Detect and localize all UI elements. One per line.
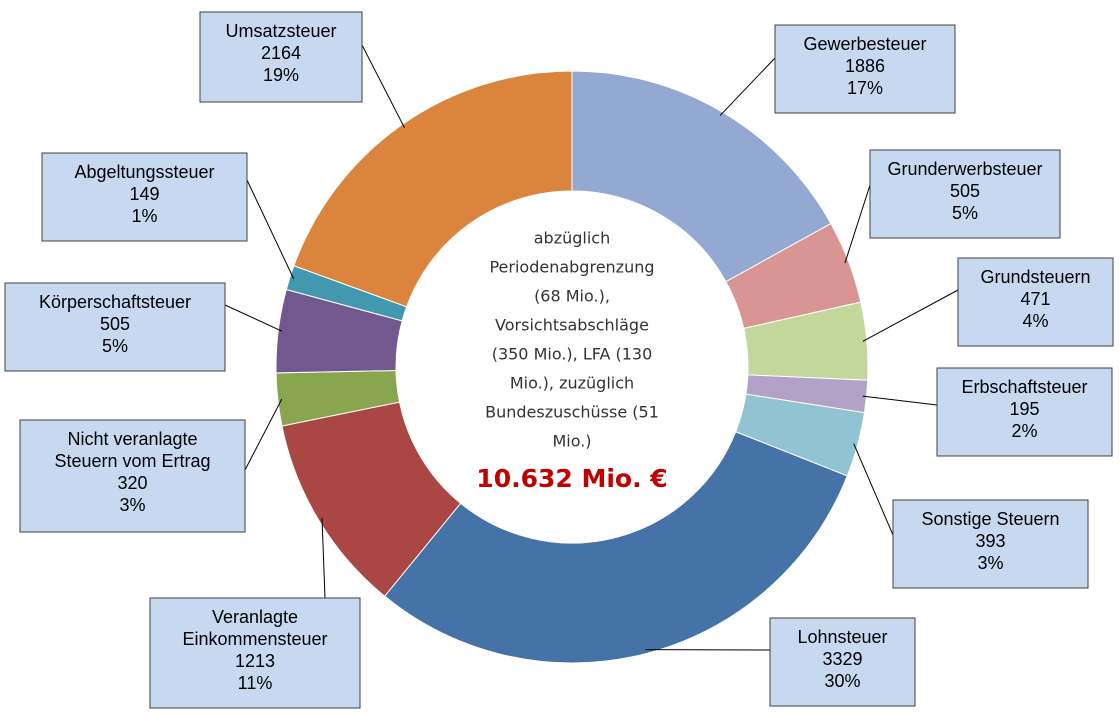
label-box — [869, 149, 1061, 239]
value-label: 471 — [1020, 289, 1050, 309]
share-label: 5% — [952, 203, 978, 223]
value-label: 1213 — [235, 651, 275, 671]
category-label: Nicht veranlagte Steuern vom Ertrag — [54, 429, 210, 471]
category-line: Nicht veranlagte — [67, 429, 197, 449]
label-box — [774, 24, 956, 114]
share-label: 17% — [847, 78, 883, 98]
share-label: 1% — [131, 206, 157, 226]
label-box — [199, 11, 363, 103]
share-label: 11% — [238, 673, 273, 693]
value-label: 505 — [950, 181, 980, 201]
annotation-line: (68 Mio.), — [534, 287, 610, 306]
value-label: 1886 — [845, 56, 885, 76]
value-label: 393 — [975, 531, 1005, 551]
value-label: 2164 — [261, 43, 301, 63]
leader-line — [862, 395, 938, 406]
category-label: Grunderwerbsteuer — [887, 159, 1042, 179]
label-box — [149, 597, 361, 709]
leader-line — [244, 398, 283, 471]
category-label: Umsatzsteuer — [225, 21, 336, 41]
label-box — [41, 152, 248, 242]
share-label: 3% — [977, 553, 1003, 573]
annotation-line: Periodenabgrenzung — [489, 258, 654, 277]
leader-line — [719, 57, 776, 116]
category-label: Sonstige Steuern — [921, 509, 1059, 529]
share-label: 3% — [119, 495, 145, 515]
label-box — [957, 257, 1114, 347]
category-label: Grundsteuern — [980, 267, 1090, 287]
slice — [571, 70, 832, 283]
category-label: Lohnsteuer — [797, 627, 887, 647]
share-label: 2% — [1011, 421, 1037, 441]
label-box — [892, 499, 1089, 589]
category-line: Veranlagte — [212, 607, 298, 627]
leader-line — [224, 304, 283, 332]
category-label: Veranlagte Einkommensteuer — [182, 607, 327, 649]
leader-line — [321, 517, 326, 599]
label-box — [936, 367, 1113, 457]
category-label: Abgeltungssteuer — [74, 162, 214, 182]
value-label: 195 — [1009, 399, 1039, 419]
category-label: Gewerbesteuer — [803, 34, 926, 54]
annotation-line: Vorsichtsabschläge — [495, 316, 649, 335]
share-label: 30% — [824, 671, 860, 691]
annotation-line: Mio.) — [552, 432, 591, 451]
value-label: 505 — [100, 314, 130, 334]
leader-line — [862, 289, 959, 342]
value-label: 3329 — [822, 649, 862, 669]
leader-line — [361, 44, 405, 129]
annotation-line: Bundeszuschüsse (51 — [485, 403, 659, 422]
category-line: Steuern vom Ertrag — [54, 451, 210, 471]
value-label: 149 — [129, 184, 159, 204]
annotation-line: (350 Mio.), LFA (130 — [492, 345, 653, 364]
value-label: 320 — [117, 473, 147, 493]
label-box — [19, 419, 246, 533]
leader-line — [853, 443, 894, 536]
category-label: Erbschaftsteuer — [961, 377, 1087, 397]
share-label: 4% — [1022, 311, 1048, 331]
annotation-line: Mio.), zuzüglich — [510, 374, 634, 393]
share-label: 5% — [102, 336, 128, 356]
leader-line — [844, 184, 871, 264]
slice — [293, 70, 573, 308]
category-label: Körperschaftsteuer — [39, 292, 191, 312]
label-box — [4, 282, 226, 372]
share-label: 19% — [263, 65, 299, 85]
slice — [383, 431, 848, 664]
label-box — [769, 617, 916, 707]
total-label: 10.632 Mio. € — [476, 464, 667, 493]
category-line: Einkommensteuer — [182, 629, 327, 649]
annotation-line: abzüglich — [534, 229, 610, 248]
leader-line — [246, 179, 295, 279]
